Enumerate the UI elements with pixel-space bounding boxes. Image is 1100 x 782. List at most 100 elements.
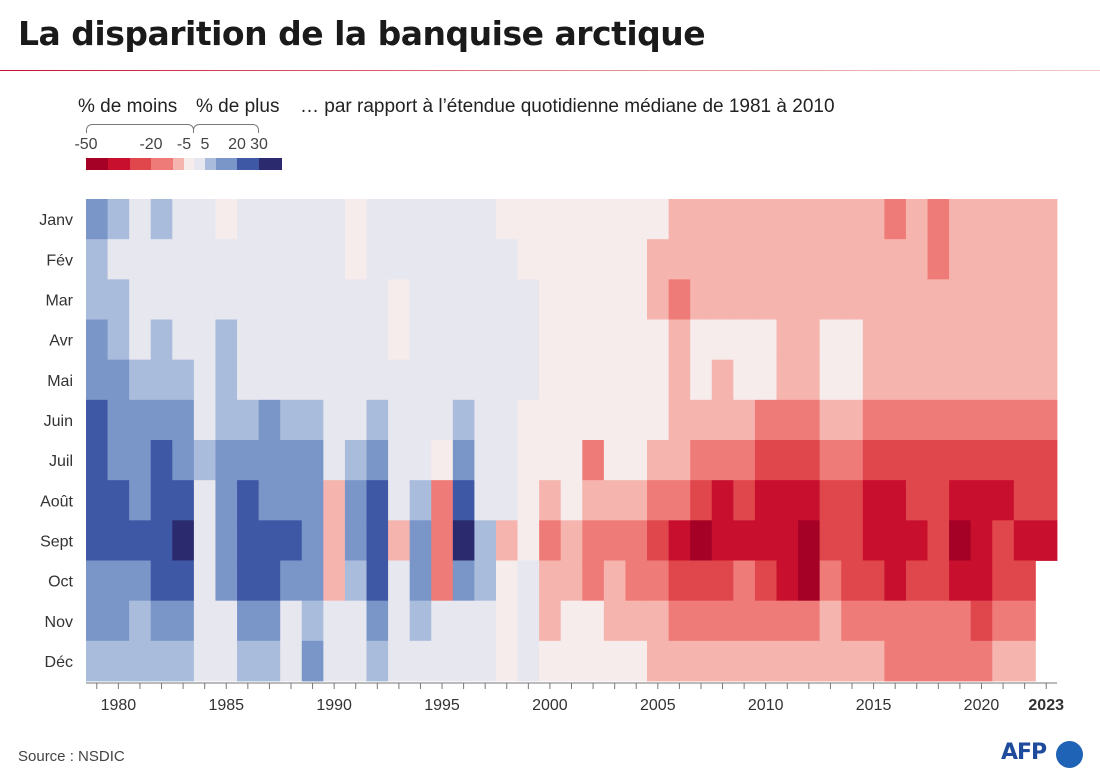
heatmap-cell [301,199,324,240]
heatmap-cell [495,399,518,441]
heatmap-cell [949,319,972,361]
heatmap-cell [1013,199,1036,240]
afp-logo: AFP [1001,740,1085,770]
heatmap-cell [819,199,842,240]
heatmap-cell [841,520,864,561]
heatmap-cell [258,319,281,361]
heatmap-cell [927,279,950,320]
heatmap-cell [711,440,734,481]
heatmap-cell [474,319,497,361]
heatmap-cell [603,399,626,441]
heatmap-cell [927,399,950,441]
heatmap-cell [711,239,734,280]
heatmap-cell [754,600,777,642]
heatmap-cell [711,199,734,240]
heatmap-cell [992,480,1015,521]
heatmap-cell [711,520,734,561]
heatmap-cell [733,560,756,602]
heatmap-cell [905,239,928,280]
legend-swatch [151,158,173,170]
heatmap-cell [625,480,648,521]
heatmap-cell [992,279,1015,320]
heatmap-cell [150,199,173,240]
heatmap-cell [992,600,1015,642]
heatmap-cell [539,199,562,240]
heatmap-cell [86,319,108,361]
heatmap-cell [862,440,885,481]
heatmap-cell [409,199,432,240]
heatmap-cell [647,359,669,401]
heatmap-cell [798,560,821,602]
heatmap-cell [366,399,389,441]
heatmap-cell [1013,520,1036,561]
heatmap-cell [754,319,777,361]
heatmap-cell [711,319,734,361]
heatmap-cell [625,279,648,320]
heatmap-cell [388,319,411,361]
heatmap-cell [668,279,691,320]
heatmap-cell [1013,480,1036,521]
legend-more-brace [193,124,259,133]
heatmap-cell [841,480,864,521]
legend-tick-label: -5 [176,136,192,153]
heatmap-cell [495,640,518,682]
heatmap-cell [409,520,432,561]
heatmap-cell [798,440,821,481]
heatmap-cell [690,279,713,320]
heatmap-cell [711,480,734,521]
heatmap-cell [690,440,713,481]
heatmap-cell [992,239,1015,280]
heatmap-cell [668,319,691,361]
heatmap-cell [905,319,928,361]
heatmap-cell [970,199,993,240]
heatmap-cell [193,199,216,240]
heatmap-cell [366,319,389,361]
heatmap-cell [862,279,885,320]
month-label: Oct [48,574,73,591]
year-label: 1995 [424,697,460,714]
year-label: 2020 [964,697,1000,714]
heatmap-cell [258,560,281,602]
heatmap-cell [970,239,993,280]
heatmap-cell [172,279,195,320]
heatmap-cell [992,359,1015,401]
heatmap-cell [150,359,173,401]
heatmap-cell [539,600,562,642]
heatmap-cell [949,399,972,441]
heatmap-cell [280,560,303,602]
heatmap-cell [754,640,777,682]
heatmap-cell [474,560,497,602]
month-label: Fév [46,252,73,269]
title-rule [0,70,1100,71]
heatmap-cell [949,440,972,481]
legend-swatch [205,158,216,170]
heatmap-cell [129,239,152,280]
heatmap-cell [690,319,713,361]
heatmap-cell [452,480,475,521]
legend-swatch [216,158,237,170]
heatmap-cell [474,440,497,481]
heatmap-cell [582,239,605,280]
heatmap-cell [150,440,173,481]
heatmap-cell [366,440,389,481]
heatmap-cell [431,640,454,682]
heatmap-cell [280,359,303,401]
heatmap-cell [690,560,713,602]
year-label: 2023 [1028,697,1064,714]
heatmap-cell [107,399,130,441]
heatmap-cell [884,199,907,240]
heatmap-cell [625,319,648,361]
heatmap-cell [323,359,346,401]
heatmap-cell [949,359,972,401]
heatmap-cell [884,319,907,361]
heatmap-cell [388,640,411,682]
heatmap-cell [841,279,864,320]
heatmap-cell [905,640,928,682]
heatmap-cell [690,239,713,280]
heatmap-cell [452,319,475,361]
heatmap-cell [280,319,303,361]
heatmap-cell [452,359,475,401]
heatmap-cell [1013,600,1036,642]
heatmap-cell [668,600,691,642]
heatmap-cell [603,279,626,320]
